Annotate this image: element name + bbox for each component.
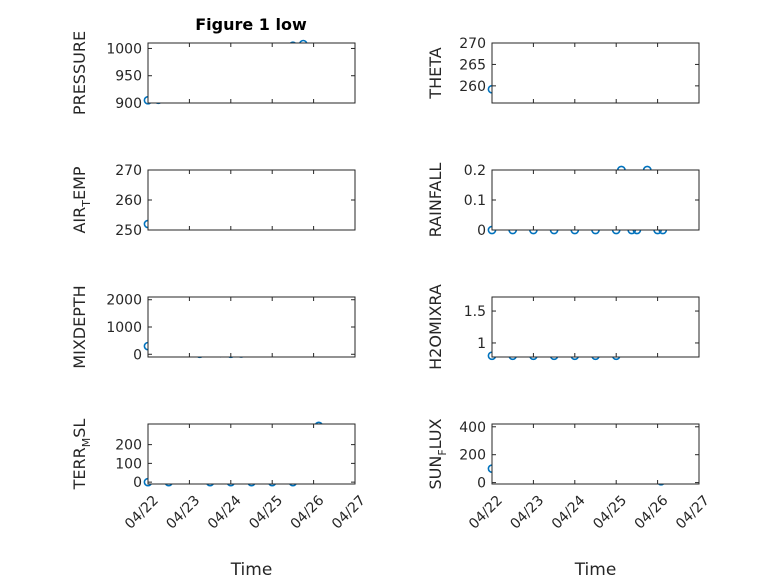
y-axis-label: H2OMIXRA: [426, 284, 445, 370]
x-tick-label: 04/25: [590, 493, 630, 533]
subplot-3: 250 260 270 AIRTEMP: [70, 163, 356, 239]
subplot-7: 0 100 200 TERRMSL 04/22 04/23 04/24 04/25 04/26 0…: [70, 419, 369, 580]
y-tick-label: 0: [133, 475, 142, 491]
axes-frame: [147, 423, 356, 485]
y-tick-label: 2000: [106, 293, 142, 309]
y-axis-label-main: RAINFALL: [426, 163, 445, 238]
x-tick-label: 04/24: [549, 493, 589, 533]
y-axis-label-main: THETA: [426, 47, 445, 99]
y-tick-label: 1000: [106, 41, 142, 57]
y-axis-label-main: AIR: [70, 207, 89, 234]
y-axis-label: MIXDEPTH: [70, 285, 89, 368]
x-tick-label: 04/27: [329, 493, 369, 533]
y-axis-label: TERRMSL: [70, 419, 93, 491]
y-tick-label: 950: [115, 69, 142, 85]
y-tick-label: 250: [115, 223, 142, 239]
subplot-1: 900 950 1000 PRESSURE: [70, 31, 356, 115]
axes-frame: [491, 169, 700, 231]
axes-frame: [147, 169, 356, 231]
y-tick-label: 200: [459, 448, 486, 464]
x-tick-label: 04/25: [246, 493, 286, 533]
y-tick-label: 1000: [106, 320, 142, 336]
y-axis-label: PRESSURE: [70, 31, 89, 115]
x-axis-label: Time: [574, 560, 617, 580]
y-tick-label: 900: [115, 96, 142, 112]
axes-frame: [147, 296, 356, 358]
y-axis-label: THETA: [426, 47, 445, 99]
y-axis-label-subscript: M: [80, 438, 93, 448]
y-tick-label: 260: [115, 193, 142, 209]
subplot-2: 260 265 270 THETA: [426, 36, 700, 104]
y-tick-label: 0: [133, 347, 142, 363]
x-axis-label: Time: [230, 560, 273, 580]
y-axis-label-subscript: T: [80, 200, 93, 208]
axes-frame: [491, 423, 700, 485]
y-axis-label: SUNFLUX: [426, 418, 449, 489]
axes-frame: [491, 42, 700, 104]
y-tick-label: 260: [459, 79, 486, 95]
y-axis-label-tail: SL: [70, 419, 89, 438]
x-tick-label: 04/22: [122, 493, 162, 533]
y-tick-label: 265: [459, 57, 486, 73]
subplot-6: 1 1.5 H2OMIXRA: [426, 284, 700, 370]
y-axis-label-main: SUN: [426, 456, 445, 490]
x-tick-label: 04/26: [288, 493, 328, 533]
y-tick-label: 1: [477, 336, 486, 352]
y-tick-label: 200: [115, 438, 142, 454]
y-tick-label: 0: [477, 223, 486, 239]
y-tick-label: 270: [115, 163, 142, 179]
y-axis-label-tail: LUX: [426, 418, 445, 449]
y-axis-label-main: TERR: [70, 447, 89, 490]
y-tick-label: 400: [459, 420, 486, 436]
y-axis-label: RAINFALL: [426, 163, 445, 238]
subplot-4: 0 0.1 0.2 RAINFALL: [426, 163, 700, 239]
y-tick-label: 0.1: [464, 193, 486, 209]
subplot-5: 0 1000 2000 MIXDEPTH: [70, 285, 356, 369]
x-tick-label: 04/23: [507, 493, 547, 533]
figure-title: Figure 1 low: [195, 15, 307, 34]
y-axis-label-main: PRESSURE: [70, 31, 89, 115]
subplot-8: 0 200 400 SUNFLUX 04/22 04/23 04/24 04/25 04/26 0…: [426, 418, 713, 580]
y-axis-label-subscript: F: [436, 449, 449, 455]
y-tick-label: 0.2: [464, 163, 486, 179]
y-axis-label: AIRTEMP: [70, 166, 93, 233]
axes-frame: [491, 296, 700, 358]
y-tick-label: 270: [459, 36, 486, 52]
y-axis-label-main: MIXDEPTH: [70, 285, 89, 368]
x-tick-label: 04/24: [205, 493, 245, 533]
x-tick-label: 04/27: [673, 493, 713, 533]
y-axis-label-tail: EMP: [70, 166, 89, 200]
x-tick-label: 04/22: [466, 493, 506, 533]
y-axis-label-main: H2OMIXRA: [426, 284, 445, 370]
y-tick-label: 0: [477, 476, 486, 492]
y-tick-label: 1.5: [464, 304, 486, 320]
y-tick-label: 100: [115, 456, 142, 472]
x-tick-label: 04/23: [163, 493, 203, 533]
axes-frame: [147, 42, 356, 104]
x-tick-label: 04/26: [632, 493, 672, 533]
